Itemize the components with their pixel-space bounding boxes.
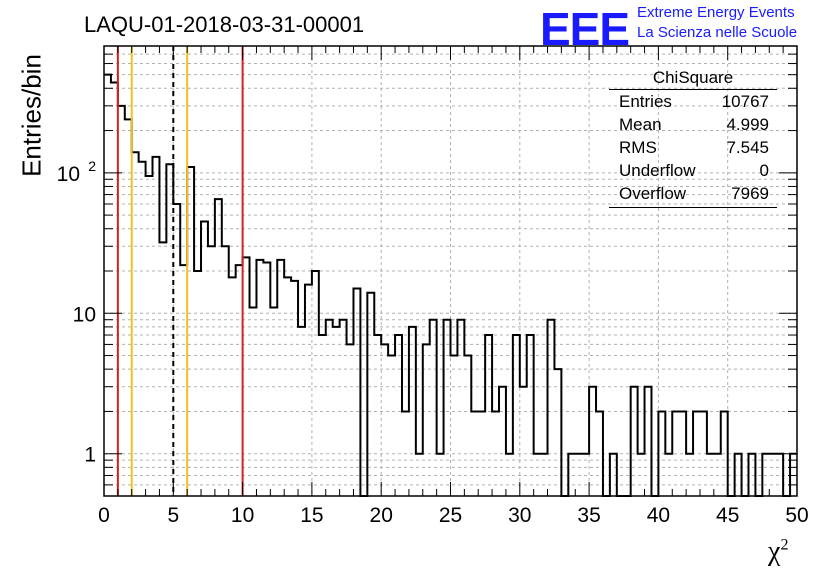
x-tick-label: 15 [300, 504, 323, 527]
y-tick-label: 10 [57, 163, 80, 186]
logo-line-2: La Scienza nelle Scuole [637, 24, 798, 41]
stats-row-underflow: Underflow 0 [619, 161, 769, 180]
x-tick-label: 20 [370, 504, 393, 527]
logo-line-1: Extreme Energy Events [637, 4, 795, 21]
stats-row-overflow: Overflow 7969 [619, 184, 769, 203]
x-tick-label: 10 [231, 504, 254, 527]
x-tick-label: 40 [647, 504, 670, 527]
x-tick-label: 0 [98, 504, 110, 527]
stats-row-rms: RMS 7.545 [619, 138, 769, 157]
stats-row-mean: Mean 4.999 [619, 115, 769, 134]
y-tick-label: 1 [84, 444, 96, 467]
stats-title: ChiSquare [609, 66, 777, 90]
y-axis-label: Entries/bin [16, 54, 47, 177]
histogram-line [104, 73, 797, 497]
x-tick-label: 45 [716, 504, 739, 527]
x-tick-label: 5 [167, 504, 179, 527]
x-tick-label: 25 [439, 504, 462, 527]
eee-logo-icon: EEE [540, 3, 630, 55]
x-tick-label: 50 [785, 504, 808, 527]
chart-title: LAQU-01-2018-03-31-00001 [84, 12, 365, 37]
stats-row-entries: Entries 10767 [619, 92, 769, 111]
x-axis-label: χ2 [768, 536, 789, 567]
x-tick-label: 30 [508, 504, 531, 527]
y-tick-label-sup: 2 [88, 158, 96, 174]
stats-box: ChiSquare Entries 10767 Mean 4.999 RMS 7.54… [609, 66, 777, 208]
x-tick-label: 35 [577, 504, 600, 527]
y-tick-label: 10 [73, 303, 96, 326]
